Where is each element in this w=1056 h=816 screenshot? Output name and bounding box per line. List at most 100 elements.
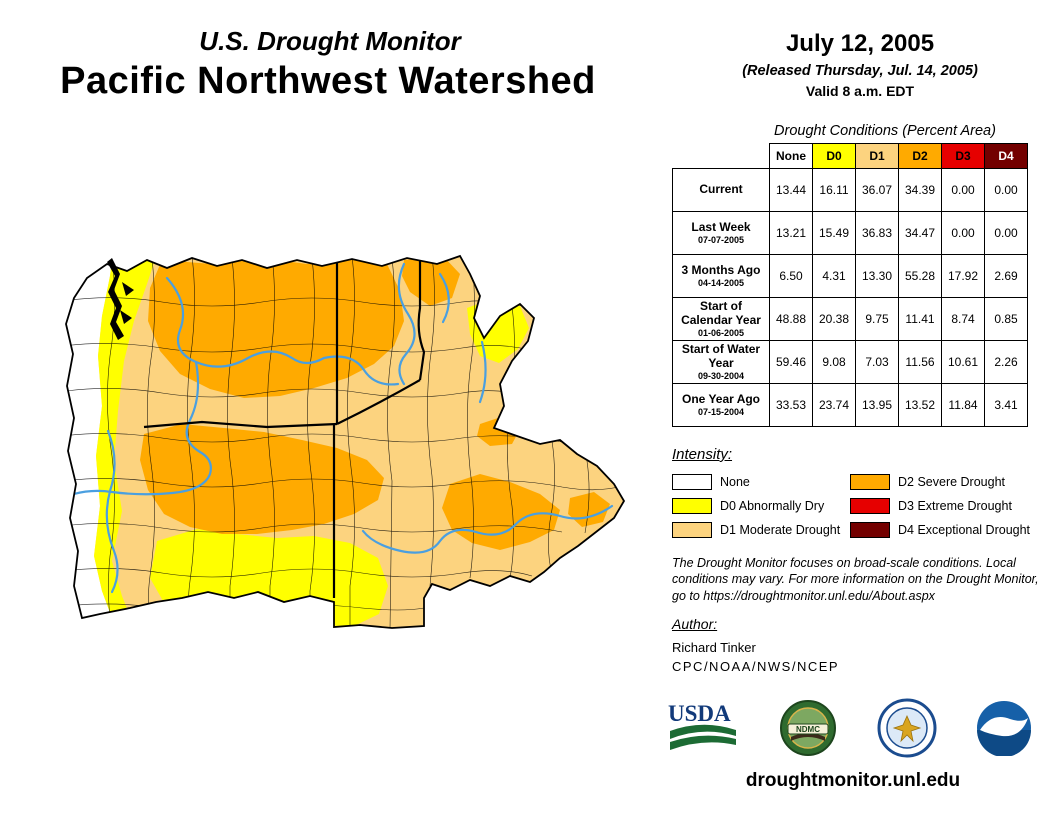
- row-label-cell: One Year Ago 07-15-2004: [672, 383, 770, 427]
- row-label: 3 Months Ago: [681, 262, 761, 277]
- legend-item-d4: D4 Exceptional Drought: [850, 518, 1031, 542]
- legend-swatch-none: [672, 474, 712, 490]
- value-cell: 48.88: [769, 297, 813, 341]
- legend-column: None D0 Abnormally Dry D1 Moderate Droug…: [672, 470, 850, 542]
- date-block: July 12, 2005 (Released Thursday, Jul. 1…: [700, 30, 1020, 99]
- author-heading: Author:: [672, 616, 718, 632]
- value-cell: 17.92: [941, 254, 985, 298]
- value-cell: 0.85: [984, 297, 1028, 341]
- legend-label: D1 Moderate Drought: [720, 523, 841, 537]
- value-cell: 6.50: [769, 254, 813, 298]
- row-label-cell: Start of Water Year 09-30-2004: [672, 340, 770, 384]
- legend-label: D3 Extreme Drought: [898, 499, 1012, 513]
- table-row: Start of Calendar Year 01-06-2005 48.88 …: [672, 297, 1028, 341]
- watershed-outline: [65, 254, 626, 629]
- value-cell: 4.31: [812, 254, 856, 298]
- legend-swatch-d3: [850, 498, 890, 514]
- ndmc-logo-text: NDMC: [796, 725, 820, 734]
- legend-column: D2 Severe Drought D3 Extreme Drought D4 …: [850, 470, 1031, 542]
- table-corner-cell: [672, 143, 770, 169]
- value-cell: 15.49: [812, 211, 856, 255]
- monitor-title: U.S. Drought Monitor: [199, 26, 461, 56]
- region-title: Pacific Northwest Watershed: [60, 60, 596, 102]
- legend-item-d1: D1 Moderate Drought: [672, 518, 850, 542]
- value-cell: 11.84: [941, 383, 985, 427]
- col-header-d1: D1: [855, 143, 899, 169]
- legend-label: D4 Exceptional Drought: [898, 523, 1031, 537]
- site-url: droughtmonitor.unl.edu: [745, 770, 961, 791]
- col-header-d4: D4: [984, 143, 1028, 169]
- value-cell: 34.39: [898, 168, 942, 212]
- value-cell: 36.83: [855, 211, 899, 255]
- value-cell: 9.08: [812, 340, 856, 384]
- value-cell: 10.61: [941, 340, 985, 384]
- row-label-cell: Current: [672, 168, 770, 212]
- value-cell: 2.69: [984, 254, 1028, 298]
- row-date: 01-06-2005: [697, 327, 745, 338]
- drought-map: [52, 246, 647, 666]
- puget-sound: [107, 258, 134, 340]
- value-cell: 13.44: [769, 168, 813, 212]
- usda-logo-text: USDA: [668, 701, 731, 726]
- released-date: (Released Thursday, Jul. 14, 2005): [742, 63, 978, 79]
- row-label: Start of Water Year: [681, 342, 761, 370]
- table-row: Last Week 07-07-2005 13.21 15.49 36.83 3…: [672, 211, 1028, 255]
- row-label-cell: Start of Calendar Year 01-06-2005: [672, 297, 770, 341]
- value-cell: 11.41: [898, 297, 942, 341]
- value-cell: 20.38: [812, 297, 856, 341]
- row-date: 07-07-2005: [697, 234, 745, 245]
- legend-item-none: None: [672, 470, 850, 494]
- row-label-cell: 3 Months Ago 04-14-2005: [672, 254, 770, 298]
- table-title: Drought Conditions (Percent Area): [774, 123, 996, 139]
- drought-map-svg: [65, 254, 626, 629]
- valid-time: Valid 8 a.m. EDT: [805, 83, 915, 99]
- value-cell: 13.52: [898, 383, 942, 427]
- legend-label: D2 Severe Drought: [898, 475, 1006, 489]
- legend-item-d0: D0 Abnormally Dry: [672, 494, 850, 518]
- value-cell: 9.75: [855, 297, 899, 341]
- agency-logos: USDA NDMC: [666, 692, 1032, 764]
- value-cell: 13.30: [855, 254, 899, 298]
- value-cell: 0.00: [984, 168, 1028, 212]
- legend-swatch-d2: [850, 474, 890, 490]
- author-block: Author: Richard Tinker CPC/NOAA/NWS/NCEP: [672, 616, 839, 674]
- value-cell: 3.41: [984, 383, 1028, 427]
- table-row: One Year Ago 07-15-2004 33.53 23.74 13.9…: [672, 383, 1028, 427]
- value-cell: 2.26: [984, 340, 1028, 384]
- row-date: 04-14-2005: [697, 277, 745, 288]
- legend-swatch-d0: [672, 498, 712, 514]
- usda-logo: USDA: [666, 697, 740, 759]
- row-label: Start of Calendar Year: [681, 299, 761, 327]
- table-row: Current 13.44 16.11 36.07 34.39 0.00 0.0…: [672, 168, 1028, 212]
- value-cell: 0.00: [941, 168, 985, 212]
- row-label-cell: Last Week 07-07-2005: [672, 211, 770, 255]
- intensity-legend: None D0 Abnormally Dry D1 Moderate Droug…: [672, 470, 1032, 542]
- value-cell: 0.00: [984, 211, 1028, 255]
- drought-conditions-table: None D0 D1 D2 D3 D4 Current 13.44 16.11 …: [672, 143, 1028, 427]
- value-cell: 13.95: [855, 383, 899, 427]
- col-header-d3: D3: [941, 143, 985, 169]
- value-cell: 8.74: [941, 297, 985, 341]
- col-header-d2: D2: [898, 143, 942, 169]
- value-cell: 13.21: [769, 211, 813, 255]
- row-date: 07-15-2004: [697, 406, 745, 417]
- row-label: Last Week: [691, 219, 751, 234]
- value-cell: 36.07: [855, 168, 899, 212]
- value-cell: 16.11: [812, 168, 856, 212]
- row-date: 09-30-2004: [697, 370, 745, 381]
- legend-item-d3: D3 Extreme Drought: [850, 494, 1028, 518]
- col-header-d0: D0: [812, 143, 856, 169]
- legend-swatch-d1: [672, 522, 712, 538]
- value-cell: 33.53: [769, 383, 813, 427]
- value-cell: 34.47: [898, 211, 942, 255]
- noaa-logo: [976, 700, 1032, 756]
- ndmc-logo: NDMC: [779, 699, 837, 757]
- value-cell: 23.74: [812, 383, 856, 427]
- value-cell: 11.56: [898, 340, 942, 384]
- value-cell: 55.28: [898, 254, 942, 298]
- legend-swatch-d4: [850, 522, 890, 538]
- table-header-row: None D0 D1 D2 D3 D4: [672, 143, 1028, 169]
- row-label: One Year Ago: [681, 391, 761, 406]
- row-label: Current: [699, 182, 743, 197]
